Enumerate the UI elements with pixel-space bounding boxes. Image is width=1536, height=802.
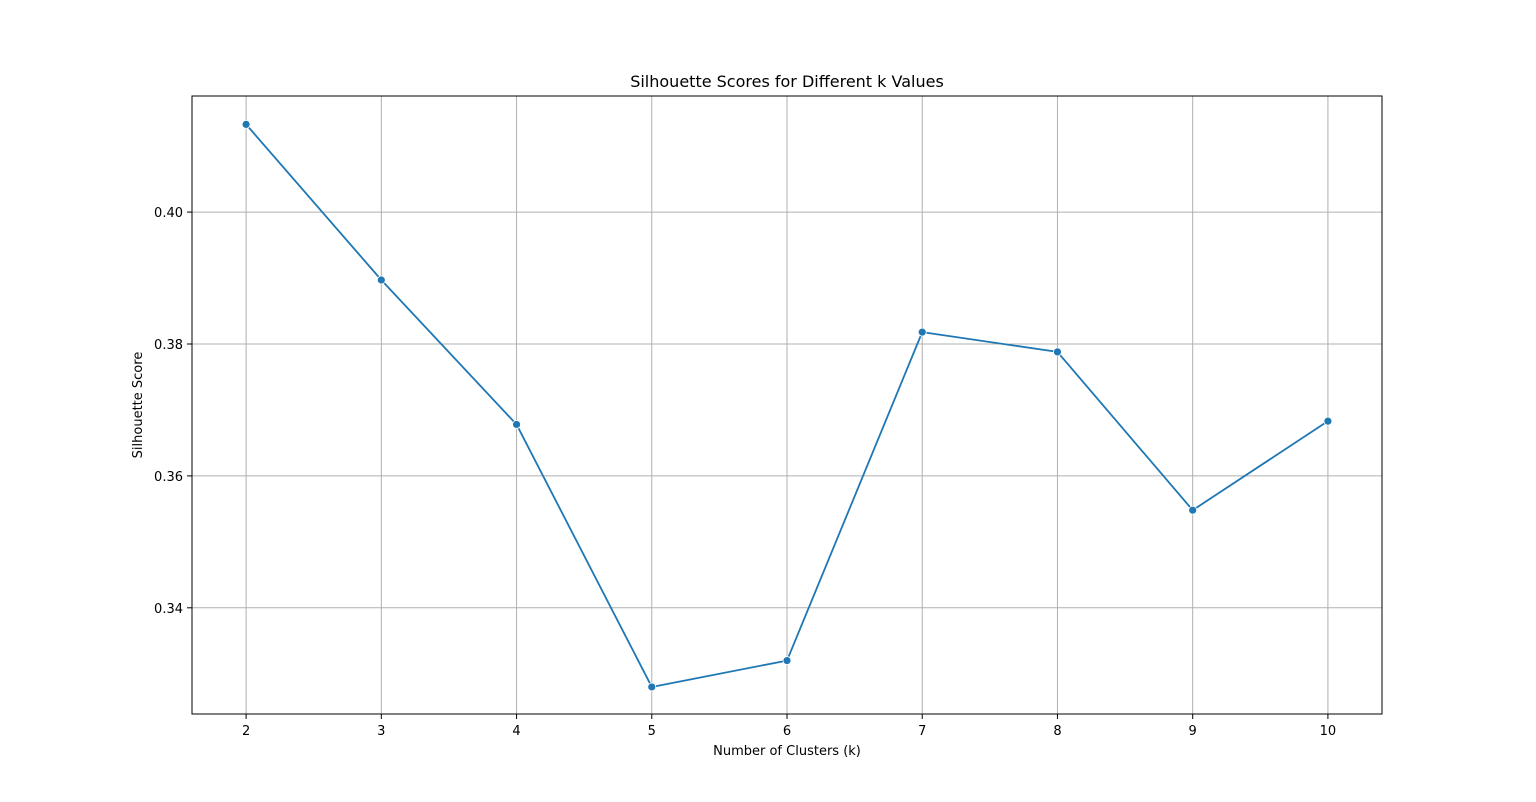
y-tick-label: 0.34 bbox=[154, 602, 183, 617]
y-tick-label: 0.36 bbox=[154, 470, 183, 485]
data-point bbox=[512, 420, 521, 429]
data-point bbox=[1323, 416, 1333, 426]
series-layer bbox=[241, 119, 1333, 692]
grid-layer bbox=[192, 96, 1382, 714]
data-point bbox=[376, 275, 386, 285]
x-axis-title: Number of Clusters (k) bbox=[713, 744, 861, 759]
y-axis-title: Silhouette Score bbox=[131, 352, 146, 459]
x-tick-label: 3 bbox=[377, 724, 385, 739]
x-tick-label: 5 bbox=[648, 724, 656, 739]
chart-title: Silhouette Scores for Different k Values bbox=[630, 72, 944, 91]
tick-layer: 2 3 4 5 6 7 8 9 10 0.34 0.36 0.38 0.40 bbox=[154, 206, 1336, 739]
data-point bbox=[241, 119, 251, 129]
x-tick-label: 10 bbox=[1320, 724, 1337, 739]
x-tick-label: 6 bbox=[783, 724, 791, 739]
data-point bbox=[1188, 505, 1198, 515]
y-tick-label: 0.38 bbox=[154, 338, 183, 353]
y-tick-label: 0.40 bbox=[154, 206, 183, 221]
x-tick-label: 4 bbox=[512, 724, 520, 739]
data-point bbox=[647, 682, 657, 692]
data-point bbox=[1053, 347, 1062, 357]
x-tick-label: 8 bbox=[1053, 724, 1061, 739]
data-point bbox=[782, 656, 792, 665]
x-tick-label: 7 bbox=[918, 724, 926, 739]
x-tick-label: 9 bbox=[1189, 724, 1197, 739]
x-tick-label: 2 bbox=[242, 724, 250, 739]
data-point bbox=[917, 327, 927, 337]
